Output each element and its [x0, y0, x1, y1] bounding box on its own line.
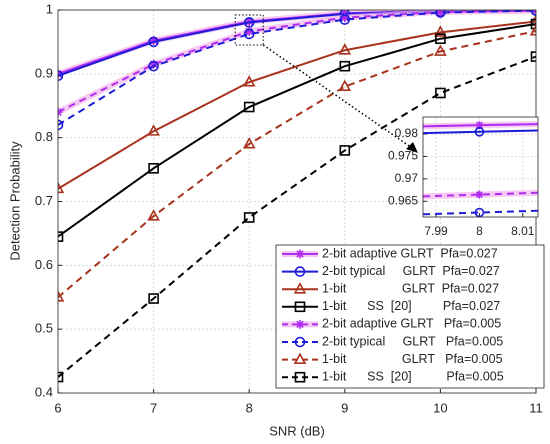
x-tick-label: 6 — [54, 400, 61, 415]
marker — [435, 33, 446, 45]
marker — [243, 212, 255, 223]
x-tick-label: 11 — [529, 400, 543, 415]
y-tick-label: 0.975 — [388, 149, 418, 163]
zoom-arrow — [262, 44, 416, 151]
series-line — [58, 23, 536, 238]
marker — [475, 121, 484, 130]
marker — [243, 28, 255, 40]
y-tick-label: 0.97 — [395, 171, 419, 185]
marker — [244, 26, 254, 36]
marker — [474, 207, 485, 217]
x-tick-label: 8 — [476, 224, 483, 238]
x-tick-label: 8 — [246, 400, 253, 415]
y-tick-label: 0.4 — [35, 384, 53, 399]
marker — [242, 75, 256, 87]
legend-marker — [293, 352, 307, 364]
x-tick-label: 7.99 — [424, 224, 448, 238]
legend-marker — [294, 301, 306, 313]
zoom-box — [234, 14, 264, 46]
marker — [339, 145, 351, 156]
marker — [147, 209, 160, 221]
marker — [529, 14, 536, 26]
marker — [147, 124, 160, 136]
marker — [529, 24, 536, 36]
marker — [242, 136, 256, 149]
marker — [434, 44, 447, 56]
y-tick-label: 0.7 — [35, 193, 53, 208]
marker — [58, 290, 65, 302]
marker — [530, 51, 536, 62]
marker — [149, 36, 159, 46]
marker — [58, 231, 64, 242]
legend-label: 1-bit GLRT Pfa=0.027 — [322, 281, 499, 295]
marker — [435, 87, 446, 99]
marker — [435, 10, 445, 17]
series-line — [423, 209, 538, 216]
legend-marker — [295, 249, 305, 259]
x-tick-label: 7 — [150, 400, 157, 415]
series-line — [423, 129, 538, 135]
y-tick-label: 1 — [46, 1, 53, 16]
y-tick-label: 0.98 — [395, 126, 419, 140]
arrow-head — [406, 142, 418, 153]
marker — [243, 101, 255, 113]
marker — [339, 60, 351, 72]
marker — [58, 70, 64, 82]
marker — [339, 14, 351, 25]
x-tick-label: 9 — [341, 400, 348, 415]
marker — [148, 163, 159, 174]
x-axis-label: SNR (dB) — [269, 423, 325, 438]
legend-label: 1-bit SS [20] Pfa=0.005 — [322, 369, 504, 383]
legend-label: 2-bit typical GLRT Pfa=0.005 — [322, 334, 503, 348]
series-group — [423, 121, 538, 217]
series-line — [58, 30, 536, 299]
marker — [530, 10, 536, 16]
legend-label: 1-bit SS [20] Pfa=0.027 — [322, 299, 500, 313]
series-line — [58, 10, 536, 126]
legend-marker — [294, 266, 306, 277]
marker — [474, 126, 485, 137]
marker — [58, 119, 64, 131]
legend-label: 2-bit adaptive GLRT Pfa=0.027 — [322, 246, 498, 260]
series-line — [58, 55, 536, 378]
marker — [58, 371, 64, 383]
marker — [338, 79, 352, 91]
marker — [58, 181, 65, 194]
series-line — [58, 20, 536, 190]
series-line — [58, 10, 536, 114]
marker — [149, 59, 159, 69]
y-tick-label: 0.6 — [35, 257, 53, 272]
x-tick-label: 10 — [433, 400, 447, 415]
x-tick-label: 8.01 — [511, 224, 535, 238]
legend-label: 1-bit GLRT Pfa=0.005 — [322, 352, 503, 366]
marker — [340, 13, 350, 23]
marker — [530, 18, 536, 30]
legend-marker — [295, 319, 305, 329]
series-line — [423, 191, 538, 198]
marker — [338, 43, 352, 55]
legend-marker — [294, 336, 306, 348]
legend-label: 2-bit typical GLRT Pfa=0.027 — [322, 264, 500, 278]
legend-marker — [294, 371, 306, 383]
y-tick-label: 0.5 — [35, 321, 53, 336]
legend-box — [275, 244, 545, 389]
marker — [435, 10, 446, 18]
y-tick-label: 0.9 — [35, 65, 53, 80]
marker — [148, 36, 159, 48]
marker — [475, 190, 484, 199]
marker — [148, 293, 159, 304]
marker — [148, 60, 159, 72]
series-group — [58, 10, 536, 383]
legend-label: 2-bit adaptive GLRT Pfa=0.005 — [322, 317, 501, 331]
y-tick-label: 0.965 — [388, 193, 418, 207]
marker — [434, 25, 447, 37]
legend-marker — [293, 282, 307, 294]
y-axis-label: Detection Probability — [7, 141, 22, 261]
axes-box — [422, 116, 539, 218]
y-tick-label: 0.8 — [35, 129, 53, 144]
